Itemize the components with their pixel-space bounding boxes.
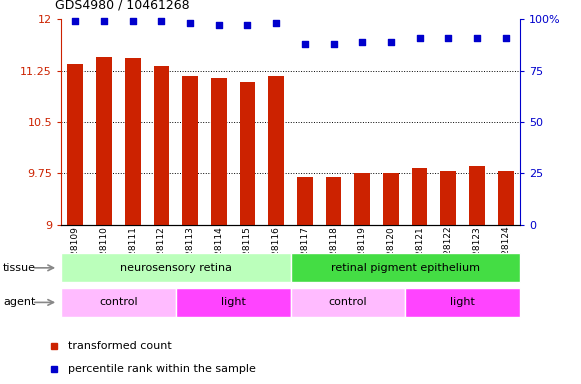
- Point: [444, 35, 453, 41]
- Text: agent: agent: [3, 297, 35, 308]
- Text: GSM928121: GSM928121: [415, 226, 424, 280]
- Text: neurosensory retina: neurosensory retina: [120, 263, 232, 273]
- Text: GSM928115: GSM928115: [243, 226, 252, 281]
- Text: percentile rank within the sample: percentile rank within the sample: [68, 364, 256, 374]
- Point: [214, 22, 224, 28]
- Point: [271, 20, 281, 26]
- Bar: [239, 82, 256, 225]
- Bar: [61, 253, 290, 282]
- Point: [415, 35, 424, 41]
- Text: GSM928116: GSM928116: [272, 226, 281, 281]
- Text: GSM928117: GSM928117: [300, 226, 309, 281]
- Bar: [325, 177, 342, 225]
- Bar: [61, 288, 175, 317]
- Text: GSM928118: GSM928118: [329, 226, 338, 281]
- Bar: [153, 66, 169, 225]
- Text: GSM928112: GSM928112: [157, 226, 166, 280]
- Point: [71, 18, 80, 24]
- Bar: [268, 76, 284, 225]
- Text: transformed count: transformed count: [68, 341, 172, 351]
- Bar: [297, 177, 313, 225]
- Text: tissue: tissue: [3, 263, 36, 273]
- Point: [501, 35, 510, 41]
- Point: [243, 22, 252, 28]
- Bar: [211, 78, 227, 225]
- Text: retinal pigment epithelium: retinal pigment epithelium: [331, 263, 480, 273]
- Text: light: light: [450, 297, 475, 308]
- Point: [357, 39, 367, 45]
- Text: GSM928120: GSM928120: [386, 226, 396, 280]
- Text: light: light: [221, 297, 246, 308]
- Text: GSM928123: GSM928123: [472, 226, 482, 280]
- Point: [157, 18, 166, 24]
- Bar: [125, 58, 141, 225]
- Bar: [290, 253, 520, 282]
- Text: GSM928109: GSM928109: [71, 226, 80, 281]
- Point: [99, 18, 109, 24]
- Text: GSM928122: GSM928122: [444, 226, 453, 280]
- Bar: [182, 76, 198, 225]
- Text: GSM928119: GSM928119: [358, 226, 367, 281]
- Point: [472, 35, 482, 41]
- Bar: [383, 172, 399, 225]
- Bar: [96, 57, 112, 225]
- Text: control: control: [99, 297, 138, 308]
- Point: [185, 20, 195, 26]
- Text: GSM928113: GSM928113: [185, 226, 195, 281]
- Bar: [175, 288, 290, 317]
- Text: GSM928111: GSM928111: [128, 226, 137, 281]
- Text: control: control: [329, 297, 367, 308]
- Point: [386, 39, 396, 45]
- Point: [300, 41, 310, 47]
- Text: GSM928124: GSM928124: [501, 226, 510, 280]
- Bar: [290, 288, 406, 317]
- Bar: [412, 168, 428, 225]
- Bar: [354, 172, 370, 225]
- Bar: [498, 170, 514, 225]
- Point: [128, 18, 137, 24]
- Bar: [469, 166, 485, 225]
- Text: GSM928110: GSM928110: [99, 226, 109, 281]
- Bar: [440, 171, 456, 225]
- Text: GDS4980 / 10461268: GDS4980 / 10461268: [55, 0, 190, 12]
- Point: [329, 41, 338, 47]
- Bar: [67, 64, 83, 225]
- Text: GSM928114: GSM928114: [214, 226, 223, 280]
- Bar: [406, 288, 520, 317]
